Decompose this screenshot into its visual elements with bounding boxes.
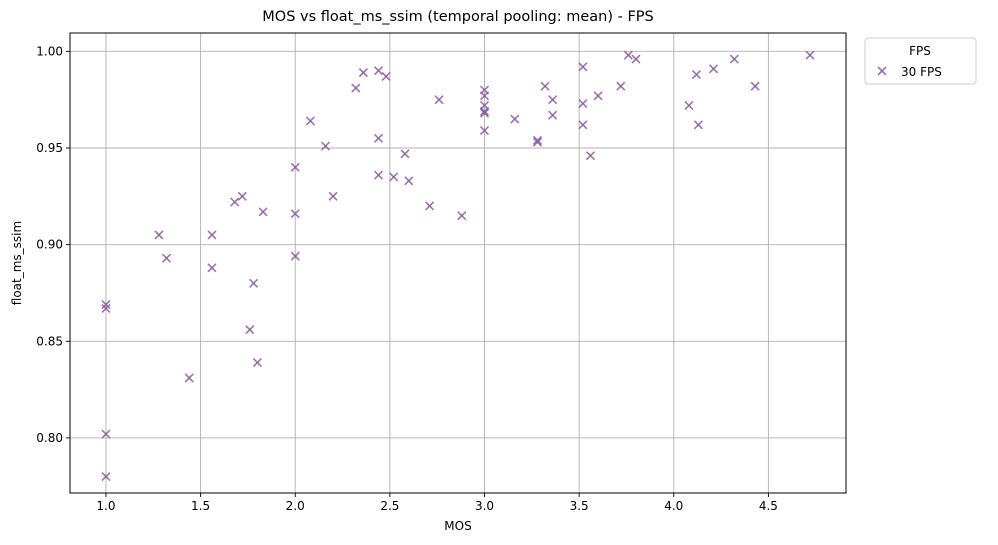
legend-entry-30-fps: 30 FPS <box>901 65 942 79</box>
data-point <box>457 211 467 221</box>
data-point <box>479 108 490 118</box>
data-point <box>616 81 626 91</box>
data-point <box>691 69 702 80</box>
data-point <box>548 95 558 105</box>
data-point <box>479 126 490 136</box>
data-point <box>207 263 217 273</box>
data-point <box>631 54 641 64</box>
x-tick-label: 4.0 <box>664 499 683 513</box>
legend-marker-icon <box>877 66 887 76</box>
data-point <box>154 230 164 240</box>
legend-title: FPS <box>909 44 931 58</box>
x-tick-label: 1.5 <box>191 499 210 513</box>
data-point <box>684 100 694 111</box>
data-point <box>373 66 384 76</box>
data-point <box>479 91 490 101</box>
data-point <box>373 133 384 143</box>
data-point <box>252 357 262 368</box>
data-point <box>400 149 410 159</box>
data-point <box>578 98 588 109</box>
data-point <box>578 62 588 72</box>
data-point <box>532 137 543 147</box>
data-point <box>479 106 490 116</box>
data-point <box>101 472 111 482</box>
plot-area-frame <box>69 32 847 494</box>
y-tick-label: 0.80 <box>36 431 63 445</box>
data-point <box>693 120 703 130</box>
data-point <box>532 135 543 145</box>
data-point <box>623 50 633 60</box>
data-point <box>237 191 247 201</box>
data-point <box>434 95 444 105</box>
y-tick-label: 0.85 <box>36 334 63 348</box>
x-tick-label: 3.0 <box>475 499 494 513</box>
x-tick-label: 4.5 <box>759 499 778 513</box>
chart-title: MOS vs float_ms_ssim (temporal pooling: … <box>262 9 653 25</box>
data-point <box>184 373 194 383</box>
data-point <box>578 120 588 130</box>
grid <box>70 33 846 493</box>
data-point <box>404 176 414 186</box>
data-point <box>161 253 172 263</box>
x-tick-label: 2.0 <box>286 499 305 513</box>
data-point <box>729 54 739 64</box>
data-point <box>290 209 300 219</box>
data-point <box>101 299 111 310</box>
data-point <box>290 162 300 172</box>
data-point <box>358 68 368 78</box>
x-axis-ticks: 1.0 1.5 2.0 2.5 3.0 3.5 4.0 4.5 <box>96 493 778 513</box>
data-point <box>245 325 255 335</box>
data-point <box>425 201 435 211</box>
data-point <box>805 50 815 60</box>
y-axis-ticks: 0.80 0.85 0.90 0.95 1.00 <box>36 44 70 445</box>
data-point <box>750 81 760 91</box>
data-point <box>381 71 391 82</box>
data-point <box>510 114 520 124</box>
data-point <box>207 230 217 240</box>
data-point <box>101 429 111 439</box>
data-point <box>548 110 558 120</box>
legend: FPS 30 FPS <box>864 37 977 85</box>
data-point <box>101 303 111 313</box>
data-point <box>351 83 361 93</box>
data-point <box>258 207 268 217</box>
data-point <box>585 151 596 161</box>
y-axis-label: float_ms_ssim <box>10 221 24 305</box>
data-point <box>373 170 384 180</box>
data-point <box>290 251 300 261</box>
x-axis-label: MOS <box>444 519 471 533</box>
x-tick-label: 1.0 <box>96 499 115 513</box>
legend-box <box>864 37 977 85</box>
data-point <box>230 197 240 207</box>
data-point <box>320 141 331 151</box>
y-tick-label: 1.00 <box>36 44 63 58</box>
x-tick-label: 2.5 <box>380 499 399 513</box>
y-tick-label: 0.95 <box>36 141 63 155</box>
data-points <box>101 50 815 482</box>
data-point <box>389 172 399 182</box>
data-point <box>540 81 550 91</box>
x-tick-label: 3.5 <box>570 499 589 513</box>
data-point <box>249 278 259 288</box>
data-point <box>328 191 338 201</box>
data-point <box>593 91 603 101</box>
data-point <box>305 116 315 126</box>
y-tick-label: 0.90 <box>36 238 63 252</box>
data-point <box>708 64 719 74</box>
